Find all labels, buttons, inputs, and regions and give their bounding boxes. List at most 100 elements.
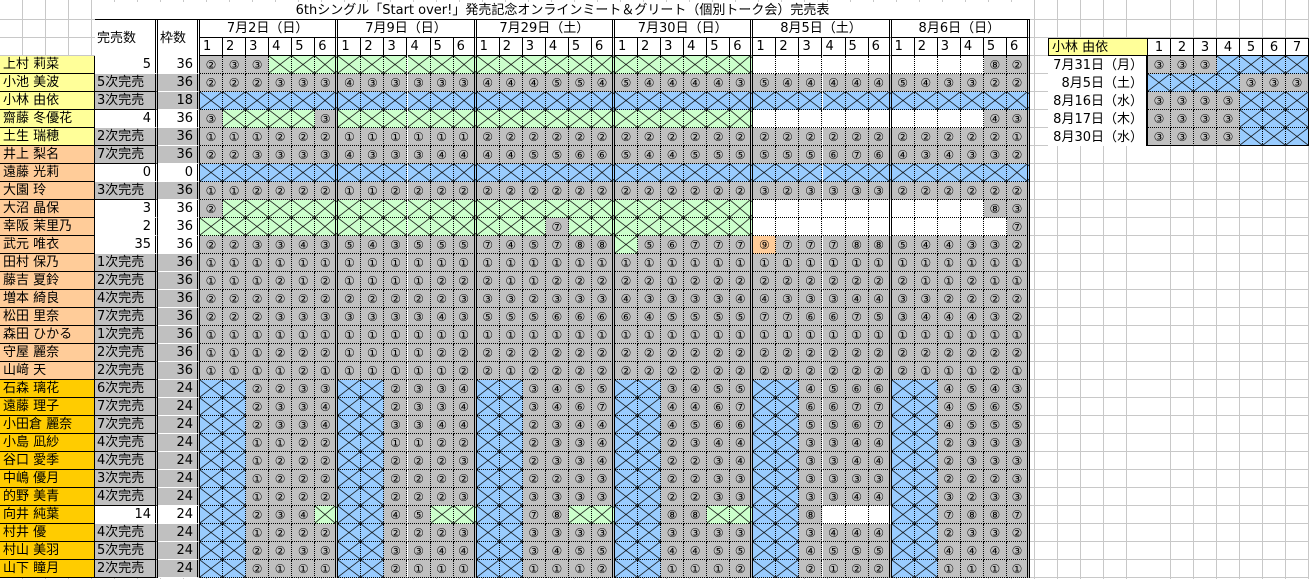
sales-round-cell: ③ xyxy=(453,308,477,326)
sales-round-cell: ① xyxy=(684,560,708,578)
sales-round-cell: ① xyxy=(292,272,316,290)
empty-cell xyxy=(753,110,777,128)
sales-round-cell: ② xyxy=(730,182,754,200)
sales-round-cell: ③ xyxy=(407,380,431,398)
slot-count: 36 xyxy=(158,236,200,254)
sales-round-cell: ③ xyxy=(730,74,754,92)
sales-round-cell: ④ xyxy=(730,290,754,308)
part-number: 5 xyxy=(707,38,731,56)
slot-count: 36 xyxy=(158,326,200,344)
sales-round-cell: ③ xyxy=(707,452,731,470)
sales-round-cell: ⑤ xyxy=(591,542,615,560)
part-number: 2 xyxy=(638,38,662,56)
sales-round-cell: ⑦ xyxy=(822,236,846,254)
sales-round-cell: ③ xyxy=(384,308,408,326)
sold-out-cell xyxy=(292,110,316,128)
side-part-number: 1 xyxy=(1148,38,1171,56)
slot-count: 36 xyxy=(158,254,200,272)
sales-round-cell: ② xyxy=(661,182,685,200)
empty-cell xyxy=(914,218,938,236)
sales-round-cell: ② xyxy=(430,182,454,200)
sales-round-cell: ⑥ xyxy=(615,308,639,326)
not-held-cell xyxy=(499,380,523,398)
not-held-cell xyxy=(315,92,339,110)
sales-round-cell: ③ xyxy=(891,290,915,308)
not-held-cell xyxy=(1263,128,1286,146)
sales-round-cell: ③ xyxy=(384,146,408,164)
sales-round-cell: ③ xyxy=(822,182,846,200)
sales-round-cell: ③ xyxy=(361,146,385,164)
not-held-cell xyxy=(591,164,615,182)
sales-round-cell: ② xyxy=(568,344,592,362)
sales-round-cell: ② xyxy=(822,344,846,362)
sold-count: 4次完売 xyxy=(95,524,158,542)
sales-round-cell: ④ xyxy=(937,398,961,416)
not-held-cell xyxy=(914,380,938,398)
not-held-cell xyxy=(1217,56,1240,74)
not-held-cell xyxy=(499,524,523,542)
sales-round-cell: ③ xyxy=(269,398,293,416)
not-held-cell xyxy=(868,164,892,182)
sales-round-cell: ② xyxy=(407,488,431,506)
sales-round-cell: ③ xyxy=(292,542,316,560)
sales-round-cell: ② xyxy=(246,542,270,560)
sold-out-cell xyxy=(545,110,569,128)
sales-round-cell: ④ xyxy=(799,542,823,560)
empty-cell xyxy=(891,110,915,128)
sales-round-cell: ③ xyxy=(684,290,708,308)
sales-round-cell: ⑤ xyxy=(591,380,615,398)
sales-round-cell: ① xyxy=(361,128,385,146)
sales-round-cell: ② xyxy=(223,290,247,308)
sold-out-cell xyxy=(730,506,754,524)
side-part-number: 6 xyxy=(1263,38,1286,56)
sold-out-cell xyxy=(545,56,569,74)
header-sold: 完売数 xyxy=(95,20,158,56)
sales-round-cell: ③ xyxy=(1171,110,1194,128)
sales-round-cell: ② xyxy=(730,128,754,146)
sales-round-cell: ⑤ xyxy=(684,416,708,434)
not-held-cell xyxy=(638,416,662,434)
sales-round-cell: ① xyxy=(845,326,869,344)
member-name: 藤吉 夏鈴 xyxy=(0,272,95,290)
not-held-cell xyxy=(776,506,800,524)
sales-round-cell: ② xyxy=(753,128,777,146)
empty-cell xyxy=(822,506,846,524)
slot-count: 36 xyxy=(158,182,200,200)
part-number: 3 xyxy=(799,38,823,56)
sales-round-cell: ① xyxy=(246,452,270,470)
member-name: 小島 凪紗 xyxy=(0,434,95,452)
sales-round-cell: ② xyxy=(684,182,708,200)
sales-round-cell: ③ xyxy=(568,488,592,506)
part-number: 5 xyxy=(568,38,592,56)
sales-round-cell: ⑤ xyxy=(983,416,1007,434)
sales-round-cell: ① xyxy=(200,344,224,362)
slot-count: 36 xyxy=(158,362,200,380)
not-held-cell xyxy=(223,470,247,488)
sales-round-cell: ⑤ xyxy=(1006,398,1030,416)
sales-round-cell: ③ xyxy=(1006,200,1030,218)
side-date: 8月30日（水） xyxy=(1048,128,1148,146)
sales-round-cell: ② xyxy=(384,470,408,488)
sales-round-cell: ③ xyxy=(292,398,316,416)
slot-count: 36 xyxy=(158,308,200,326)
not-held-cell xyxy=(753,380,777,398)
sales-round-cell: ④ xyxy=(707,74,731,92)
sales-round-cell: ② xyxy=(707,362,731,380)
sales-round-cell: ③ xyxy=(1148,128,1171,146)
not-held-cell xyxy=(361,560,385,578)
sales-round-cell: ⑤ xyxy=(545,146,569,164)
empty-cell xyxy=(776,218,800,236)
sales-round-cell: ① xyxy=(430,128,454,146)
sales-round-cell: ① xyxy=(476,326,500,344)
sales-round-cell: ⑤ xyxy=(891,236,915,254)
sales-round-cell: ② xyxy=(384,182,408,200)
sales-round-cell: ① xyxy=(960,560,984,578)
sold-out-cell xyxy=(638,218,662,236)
member-name: 松田 里奈 xyxy=(0,308,95,326)
sales-round-cell: ① xyxy=(914,272,938,290)
sales-round-cell: ② xyxy=(1006,74,1030,92)
sales-round-cell: ② xyxy=(430,488,454,506)
member-name: 小池 美波 xyxy=(0,74,95,92)
sales-round-cell: ③ xyxy=(1286,74,1309,92)
sales-round-cell: ② xyxy=(914,182,938,200)
